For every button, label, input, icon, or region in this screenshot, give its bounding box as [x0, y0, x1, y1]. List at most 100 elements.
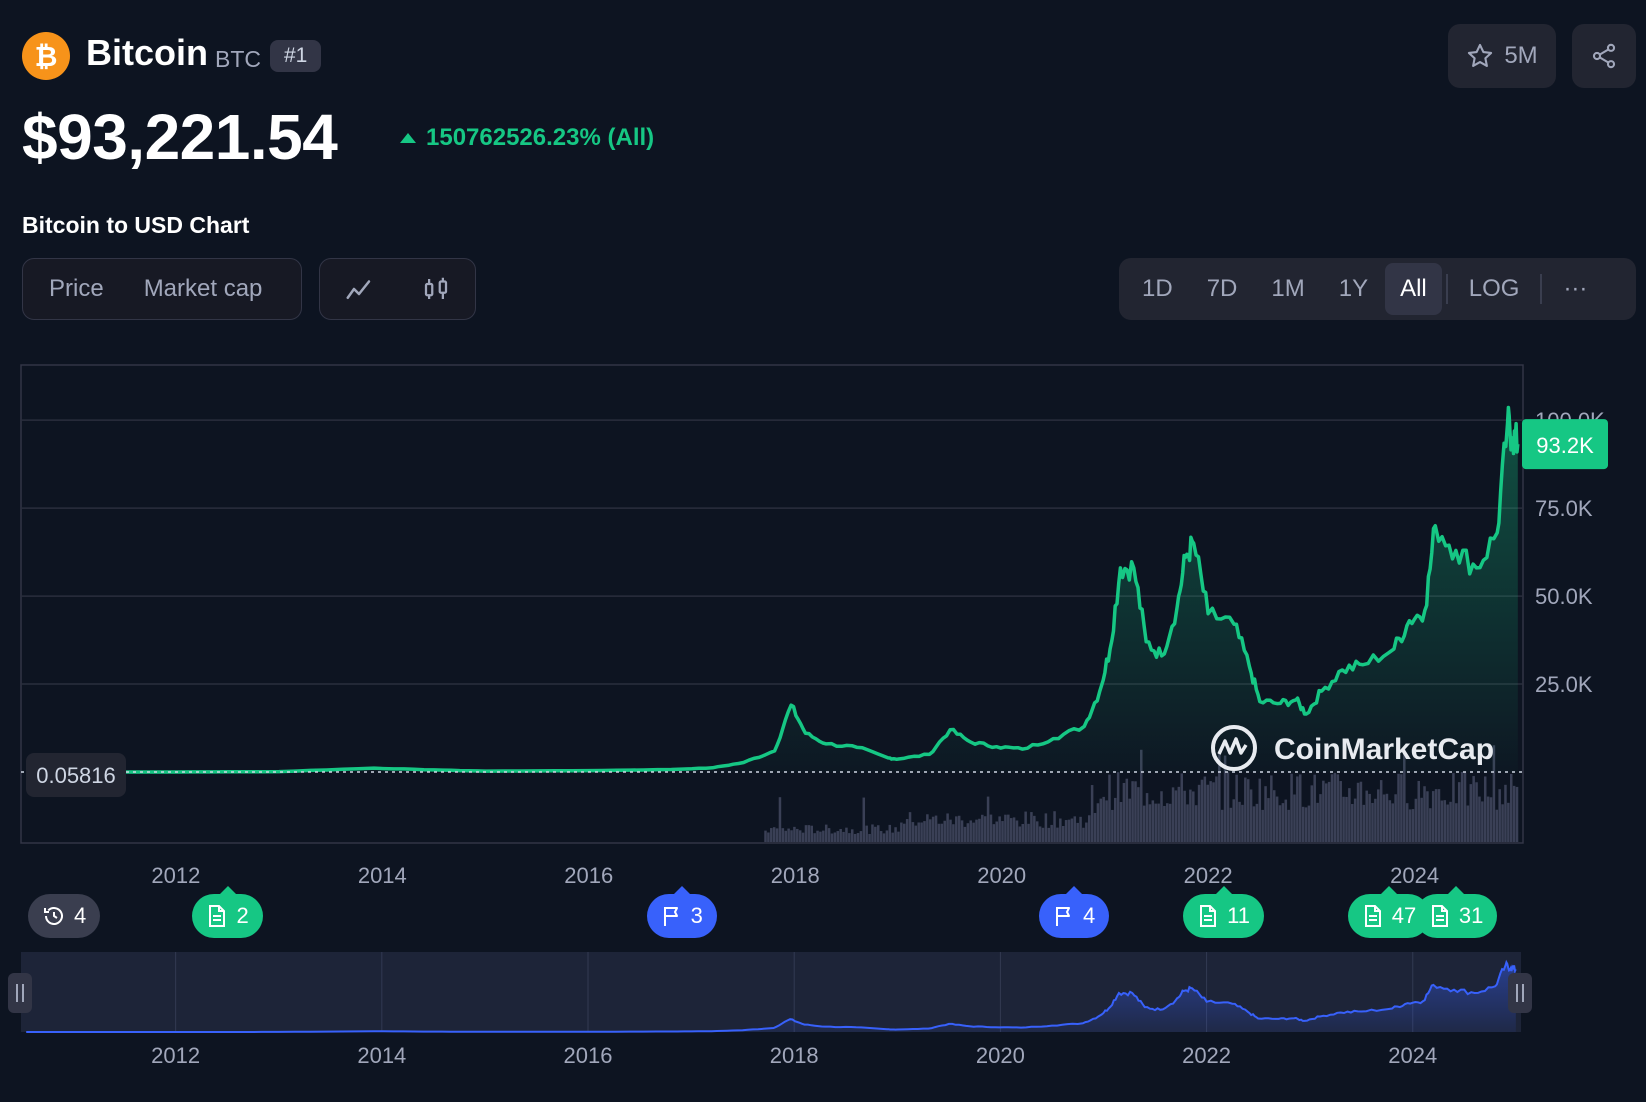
volume-bar [1411, 809, 1415, 842]
volume-bar [1122, 782, 1126, 842]
current-price: $93,221.54 [22, 101, 338, 173]
volume-bar [940, 823, 944, 842]
volume-bar [1160, 791, 1163, 842]
share-button[interactable] [1572, 24, 1636, 88]
x-tick-label: 2024 [1390, 863, 1439, 888]
volume-bar [989, 814, 993, 842]
volume-bar [1186, 804, 1189, 842]
volume-bar [1192, 791, 1195, 842]
range-all[interactable]: All [1385, 263, 1442, 315]
watchlist-button[interactable]: 5M [1448, 24, 1556, 88]
event-marker-document[interactable]: 11 [1183, 886, 1264, 938]
volume-bar [1290, 773, 1293, 842]
volume-bar [1223, 755, 1227, 842]
volume-bar [1342, 796, 1345, 842]
price-change-value: 150762526.23% (All) [426, 124, 655, 151]
navigator-line [26, 959, 1517, 1033]
volume-bar [772, 827, 776, 842]
volume-bar [1429, 808, 1432, 842]
bitcoin-logo-icon: ₿ [22, 32, 70, 80]
volume-bar [1365, 790, 1368, 842]
navigator-left-handle[interactable] [8, 973, 32, 1013]
navigator-right-handle[interactable] [1508, 973, 1532, 1013]
volume-bar [969, 820, 972, 842]
volume-bar [1027, 823, 1030, 842]
event-marker-document[interactable]: 2 [192, 886, 263, 938]
volume-bar [963, 826, 967, 842]
x-tick-label: 2018 [771, 863, 820, 888]
volume-bar [1206, 784, 1209, 842]
volume-bar [1056, 827, 1059, 842]
volume-bar [1426, 791, 1429, 842]
volume-bar [1452, 773, 1455, 842]
event-marker-flag[interactable]: 3 [646, 886, 717, 938]
volume-bar [911, 822, 915, 842]
volume-bar [1313, 774, 1316, 842]
volume-bar [983, 816, 987, 842]
volume-bar [960, 820, 964, 842]
volume-bar [995, 821, 998, 842]
tab-market-cap[interactable]: Market cap [143, 275, 263, 302]
volume-bar [1481, 801, 1484, 842]
volume-bar [1183, 790, 1186, 842]
event-marker-history[interactable]: 4 [28, 894, 101, 938]
volume-bar [1400, 774, 1403, 842]
x-tick-label: 2020 [977, 863, 1026, 888]
range-1y[interactable]: 1Y [1338, 275, 1369, 302]
volume-bar [1174, 790, 1178, 842]
volume-bar [804, 825, 808, 842]
volume-bar [1374, 798, 1377, 842]
document-icon [1362, 904, 1384, 928]
volume-bar [1035, 821, 1039, 842]
volume-bar [868, 833, 871, 842]
coin-symbol: BTC [215, 46, 261, 72]
y-tick-label: 25.0K [1535, 672, 1593, 697]
volume-bar [1061, 825, 1065, 842]
marker-caret [219, 886, 236, 894]
range-1d[interactable]: 1D [1142, 275, 1173, 302]
volume-bar [1114, 797, 1117, 842]
history-icon [42, 904, 66, 928]
volume-bar [1050, 824, 1053, 842]
marker-caret [1066, 886, 1083, 894]
volume-bar [1163, 805, 1166, 842]
event-marker-flag[interactable]: 4 [1038, 886, 1110, 938]
more-options-button[interactable]: ··· [1563, 275, 1588, 302]
volume-bar [934, 815, 938, 842]
volume-bar [1249, 789, 1253, 842]
volume-bar [1111, 809, 1114, 842]
volume-bar [1498, 789, 1501, 842]
flag-icon [661, 904, 683, 928]
volume-bar [891, 832, 894, 842]
volume-bar [1238, 801, 1241, 842]
volume-bar [1327, 781, 1331, 842]
volume-bar [1391, 803, 1394, 842]
volume-bar [1145, 793, 1149, 842]
log-scale-toggle[interactable]: LOG [1468, 275, 1520, 302]
current-price-label: 93.2K [1522, 419, 1608, 470]
candlestick-icon[interactable] [421, 274, 451, 304]
line-chart-icon[interactable] [344, 274, 374, 304]
volume-bar [816, 830, 819, 842]
volume-bar [1079, 816, 1082, 842]
x-tick-label: 2012 [151, 863, 200, 888]
volume-bar [1200, 779, 1204, 842]
volume-bar [1310, 785, 1314, 842]
price-area [26, 407, 1518, 772]
volume-bar [1215, 776, 1218, 842]
volume-bar [975, 819, 978, 842]
volume-bar [1330, 774, 1334, 842]
volume-bar [1509, 773, 1513, 842]
event-marker-document[interactable]: 31 [1414, 886, 1498, 938]
volume-bar [952, 824, 955, 842]
volume-bar [879, 831, 883, 842]
volume-bar [842, 831, 845, 842]
tab-price[interactable]: Price [49, 275, 104, 302]
range-7d[interactable]: 7D [1206, 275, 1238, 302]
volume-bar [1377, 789, 1380, 842]
volume-bar [1009, 818, 1013, 842]
volume-bar [1414, 798, 1418, 842]
volume-bar [1226, 772, 1230, 842]
range-1m[interactable]: 1M [1271, 275, 1305, 302]
